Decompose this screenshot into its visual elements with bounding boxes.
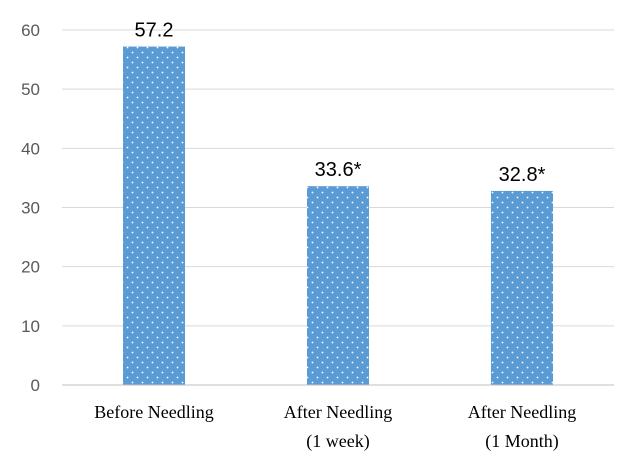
x-tick-label: After Needling — [284, 402, 392, 422]
y-tick-label: 40 — [21, 139, 40, 158]
x-axis: Before Needling After Needling (1 week) Aft… — [62, 384, 614, 452]
x-tick-label: Before Needling — [94, 402, 213, 422]
y-tick-label: 60 — [21, 21, 40, 40]
x-tick-label: After Needling — [468, 402, 576, 422]
data-label: 33.6* — [315, 159, 362, 181]
y-tick-label: 30 — [21, 199, 40, 218]
x-tick-label: (1 week) — [306, 431, 369, 452]
bar — [123, 46, 185, 386]
y-tick-label: 0 — [31, 376, 40, 395]
bar — [307, 186, 369, 385]
data-label: 32.8* — [499, 164, 546, 186]
y-tick-label: 20 — [21, 258, 40, 277]
x-tick-label: (1 Month) — [485, 431, 559, 452]
y-tick-label: 50 — [21, 80, 40, 99]
bar — [491, 190, 553, 385]
y-axis: 0 10 20 30 40 50 60 — [21, 21, 40, 395]
data-labels: 57.2 33.6* 32.8* — [135, 20, 546, 186]
y-tick-label: 10 — [21, 317, 40, 336]
data-label: 57.2 — [135, 20, 174, 42]
bars — [123, 46, 553, 386]
